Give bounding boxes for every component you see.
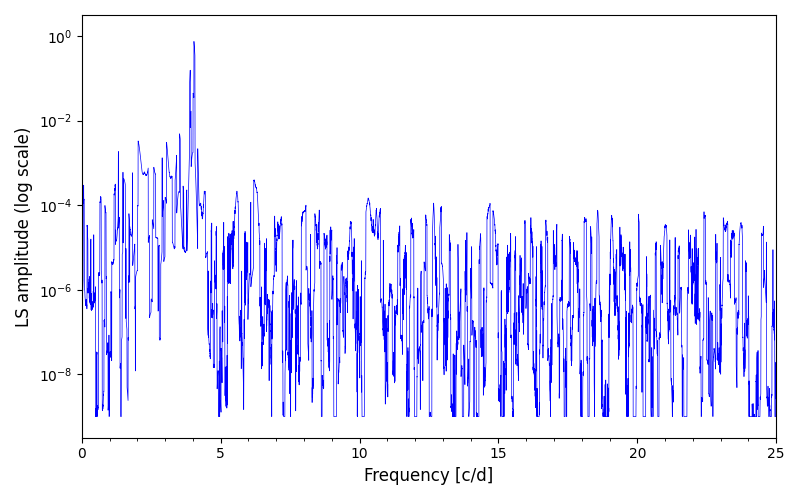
X-axis label: Frequency [c/d]: Frequency [c/d] bbox=[364, 467, 494, 485]
Y-axis label: LS amplitude (log scale): LS amplitude (log scale) bbox=[15, 126, 33, 326]
